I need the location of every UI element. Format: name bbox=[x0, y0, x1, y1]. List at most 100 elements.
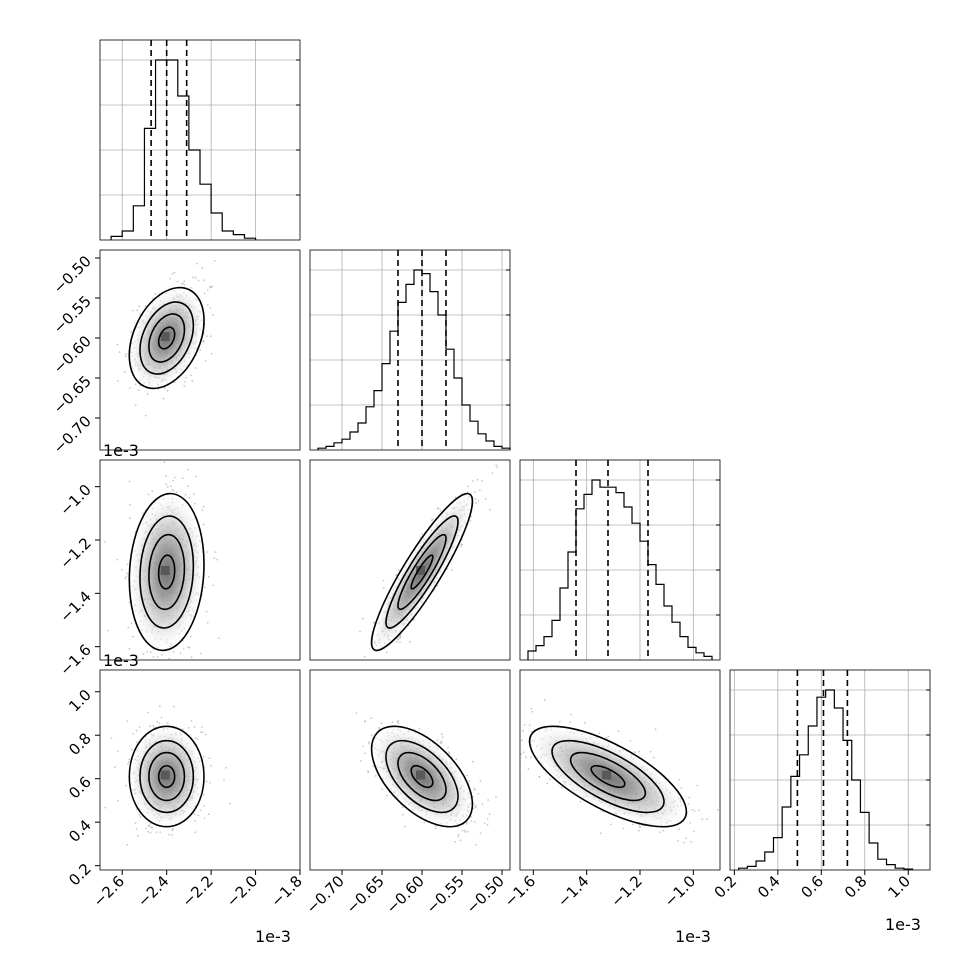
scatter-point bbox=[168, 657, 171, 660]
scatter-point bbox=[126, 563, 129, 566]
scatter-point bbox=[191, 379, 194, 382]
scatter-point bbox=[125, 353, 128, 355]
contour-3-1-3 bbox=[410, 764, 434, 789]
scatter-point bbox=[468, 780, 471, 782]
scatter-point bbox=[228, 802, 231, 805]
offset-label-col2-bottom: 1e-3 bbox=[675, 927, 711, 946]
scatter-point bbox=[166, 389, 169, 392]
scatter-point bbox=[206, 335, 208, 337]
scatter-point bbox=[634, 751, 636, 754]
scatter-point bbox=[363, 655, 366, 658]
scatter-point bbox=[367, 771, 370, 774]
scatter-point bbox=[199, 349, 202, 351]
panel-2d-2-1 bbox=[309, 459, 511, 667]
scatter-point bbox=[662, 829, 665, 832]
scatter-point bbox=[206, 621, 209, 624]
scatter-point bbox=[195, 475, 198, 478]
ytick-label-row2-2: −1.4 bbox=[56, 587, 94, 625]
scatter-point bbox=[197, 279, 200, 282]
scatter-point bbox=[212, 584, 215, 587]
scatter-point bbox=[202, 505, 205, 508]
scatter-point bbox=[474, 497, 477, 500]
scatter-point bbox=[723, 843, 725, 845]
scatter-point bbox=[145, 827, 147, 830]
scatter-point bbox=[142, 653, 145, 655]
scatter-point bbox=[440, 740, 443, 743]
scatter-point bbox=[132, 309, 134, 312]
scatter-point bbox=[451, 569, 454, 571]
scatter-point bbox=[522, 751, 525, 754]
scatter-point bbox=[216, 558, 219, 561]
xtick-label-col3-4: 1.0 bbox=[884, 872, 914, 902]
scatter-point bbox=[637, 829, 640, 832]
scatter-point bbox=[558, 720, 561, 723]
scatter-point bbox=[457, 833, 460, 836]
scatter-point bbox=[486, 818, 489, 820]
scatter-point bbox=[355, 712, 358, 714]
scatter-point bbox=[460, 545, 462, 548]
panel-2d-1-0 bbox=[99, 249, 301, 451]
contour-3-2-1 bbox=[551, 739, 665, 814]
scatter-point bbox=[374, 775, 377, 777]
scatter-point bbox=[423, 821, 426, 824]
scatter-point bbox=[363, 665, 365, 667]
scatter-point bbox=[194, 737, 197, 739]
density-peak-3-2 bbox=[602, 770, 611, 780]
scatter-point bbox=[129, 517, 131, 519]
scatter-point bbox=[495, 796, 497, 798]
scatter-point bbox=[496, 466, 499, 469]
scatter-point bbox=[676, 839, 679, 842]
hist-1-background bbox=[310, 250, 510, 450]
scatter-point bbox=[213, 259, 216, 262]
scatter-point bbox=[185, 376, 187, 379]
scatter-point bbox=[210, 764, 213, 767]
scatter-point bbox=[461, 829, 464, 832]
scatter-point bbox=[147, 711, 150, 714]
scatter-point bbox=[527, 768, 530, 770]
scatter-point bbox=[488, 813, 491, 816]
scatter-point bbox=[364, 752, 366, 755]
panel-2d-2-0-content bbox=[104, 461, 220, 668]
scatter-point bbox=[193, 666, 195, 668]
panel-2d-3-0-content bbox=[104, 705, 231, 846]
scatter-point bbox=[607, 735, 610, 738]
scatter-point bbox=[207, 575, 210, 578]
scatter-point bbox=[149, 725, 151, 728]
scatter-point bbox=[692, 830, 695, 833]
scatter-point bbox=[688, 796, 691, 799]
scatter-point bbox=[163, 461, 166, 464]
scatter-point bbox=[538, 775, 541, 778]
ytick-label-row1-3: −0.65 bbox=[50, 372, 95, 417]
scatter-point bbox=[381, 662, 383, 664]
scatter-point bbox=[579, 800, 582, 803]
scatter-point bbox=[204, 359, 207, 362]
scatter-point bbox=[689, 822, 691, 824]
xtick-label-col1-4: −0.50 bbox=[463, 872, 508, 917]
scatter-point bbox=[474, 843, 477, 846]
panel-2d-3-0 bbox=[99, 669, 301, 871]
scatter-point bbox=[474, 789, 476, 791]
scatter-point bbox=[361, 617, 364, 620]
scatter-point bbox=[202, 756, 205, 758]
scatter-point bbox=[169, 277, 171, 280]
scatter-point bbox=[691, 808, 694, 811]
ytick-label-row1-0: −0.50 bbox=[50, 252, 95, 297]
scatter-point bbox=[434, 827, 437, 830]
scatter-point bbox=[570, 713, 573, 716]
scatter-point bbox=[176, 280, 179, 283]
xtick-label-col3-0: 0.2 bbox=[711, 872, 741, 902]
scatter-point bbox=[195, 262, 198, 265]
scatter-point bbox=[207, 813, 210, 816]
scatter-point bbox=[130, 622, 133, 625]
scatter-point bbox=[466, 774, 468, 777]
scatter-point bbox=[696, 784, 699, 787]
scatter-point bbox=[173, 476, 176, 479]
scatter-point bbox=[477, 500, 480, 502]
ytick-label-row3-0: 1.0 bbox=[65, 686, 95, 716]
scatter-point bbox=[213, 557, 215, 559]
scatter-point bbox=[483, 822, 486, 825]
hist-panel-2 bbox=[519, 459, 721, 661]
scatter-point bbox=[172, 479, 175, 482]
scatter-point bbox=[156, 656, 159, 658]
scatter-point bbox=[151, 826, 154, 829]
